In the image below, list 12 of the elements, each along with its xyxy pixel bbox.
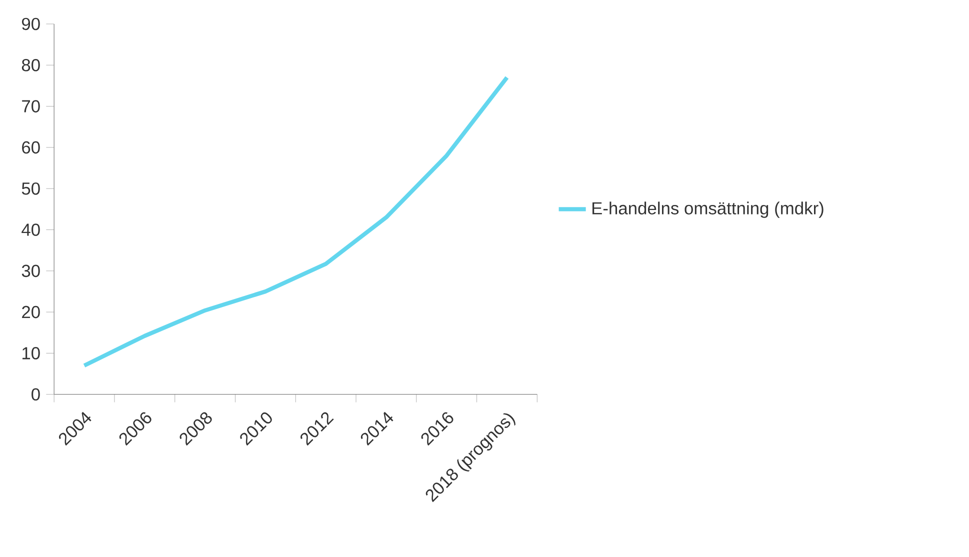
y-tick-label: 90 xyxy=(22,18,40,30)
y-tick-label: 60 xyxy=(22,141,40,154)
y-tick-label: 40 xyxy=(22,224,40,236)
y-tick-label: 70 xyxy=(22,100,40,113)
line-series xyxy=(82,76,510,368)
y-tick-label: 50 xyxy=(22,182,40,195)
legend-label: E-handelns omsättning (mdkr) xyxy=(592,202,824,218)
y-tick-label: 10 xyxy=(22,347,40,360)
y-tick-label: 30 xyxy=(22,264,40,278)
y-tick-label: 0 xyxy=(32,388,40,401)
y-tick-label: 80 xyxy=(22,59,40,72)
y-tick-label: 20 xyxy=(22,306,40,318)
